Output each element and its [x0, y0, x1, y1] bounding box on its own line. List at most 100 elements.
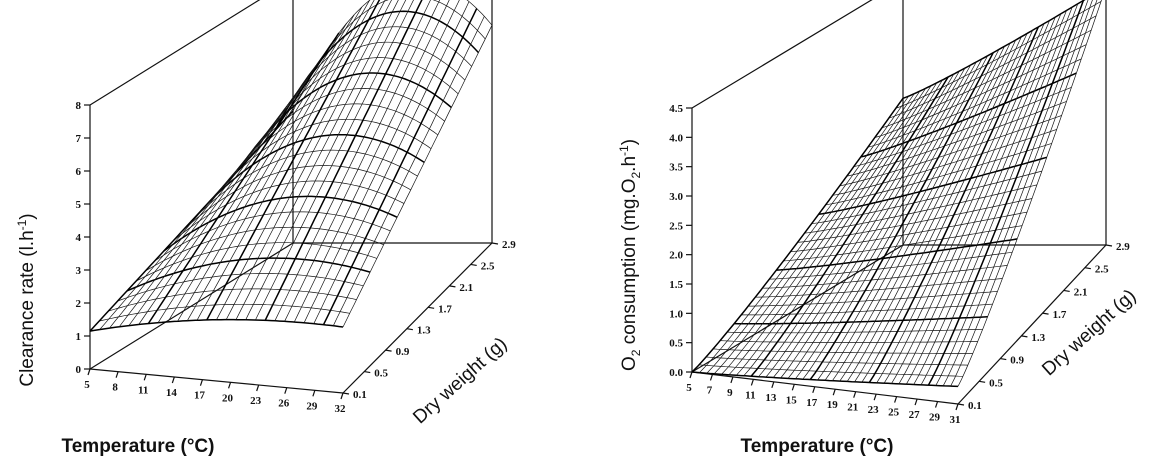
chart2-z-axis-title: O2 consumption (mg.O2.h-1) [617, 139, 643, 371]
c2-y-tick-label: 1.3 [1031, 332, 1045, 344]
c1-y-tick-mark [406, 328, 413, 331]
c2-mesh-line-temperature [773, 67, 966, 378]
c2-x-tick-label: 13 [765, 392, 777, 404]
c2-mesh-line-temperature [839, 39, 1017, 382]
c2-mesh-line-temperature [913, 6, 1073, 385]
c2-x-tick-label: 7 [707, 384, 713, 396]
chart2-x-axis-title: Temperature (°C) [741, 436, 894, 457]
c1-frame-base-right [342, 242, 493, 394]
c1-mesh-line-temperature [303, 0, 460, 323]
c1-mesh-line-temperature [264, 0, 423, 321]
c1-x-tick-label: 5 [84, 379, 90, 391]
c1-mesh-line-temperature [322, 8, 478, 326]
c2-y-tick-mark [1105, 244, 1113, 247]
c1-mesh-line-temperature [245, 0, 407, 320]
c2-z-tick-label: 4.5 [669, 103, 683, 115]
c1-y-tick-mark [428, 306, 435, 309]
c2-frame-base-front [691, 371, 959, 405]
c2-mesh-line-temperature [854, 33, 1028, 382]
c2-mesh-line-temperature [817, 49, 1000, 381]
chart1-z-axis-title: Clearance rate (l.h-1) [15, 213, 38, 386]
c1-mesh-line-temperature [157, 23, 347, 323]
c1-x-tick-mark [199, 379, 204, 386]
c1-z-tick-label: 2 [76, 298, 82, 310]
c1-mesh-line-temperature [128, 54, 324, 326]
chart1-x-axis-title: Temperature (°C) [62, 436, 215, 457]
c2-frame-base-left [691, 244, 904, 373]
c1-mesh-line-temperature [313, 1, 470, 324]
c1-mesh-line-temperature [177, 6, 363, 322]
c1-mesh-line-temperature [284, 0, 441, 322]
c1-y-tick-label: 2.9 [502, 239, 516, 251]
c2-mesh-line-temperature [935, 0, 1089, 386]
c1-mesh-line-temperature [255, 0, 414, 321]
c1-z-tick-label: 5 [76, 199, 82, 211]
c2-mesh-line-temperature [824, 46, 1005, 381]
c1-frame-base-front [89, 368, 344, 394]
c2-y-tick-label: 2.1 [1074, 286, 1088, 298]
c2-mesh-line-temperature [950, 0, 1098, 387]
c2-z-tick-label: 3.5 [669, 162, 683, 174]
c2-y-tick-mark [1084, 267, 1091, 270]
c2-mesh-line-temperature [891, 16, 1056, 384]
c2-z-tick-label: 2.5 [669, 220, 683, 232]
c2-y-tick-label: 2.5 [1095, 264, 1109, 276]
c2-x-tick-mark [689, 371, 693, 379]
c2-x-tick-mark [914, 398, 918, 406]
c1-z-tick-label: 0 [76, 364, 82, 376]
c1-mesh-line-temperature [332, 16, 485, 326]
c2-mesh-line-temperature [927, 0, 1085, 386]
c2-x-tick-mark [934, 401, 939, 408]
c1-x-tick-label: 20 [222, 392, 234, 404]
c2-x-tick-mark [791, 384, 795, 391]
c2-mesh-line-temperature [765, 70, 960, 378]
c1-mesh-line-temperature [342, 25, 493, 328]
c1-mesh-line-weight [283, 0, 486, 122]
c2-z-tick-label: 3.0 [669, 191, 683, 203]
c2-z-tick-label: 2.0 [669, 250, 683, 262]
c1-mesh-line-temperature [206, 0, 381, 321]
c2-z-tick-label: 1.0 [669, 308, 683, 320]
chart1-x-ticks: 5 8 11 14 17 20 23 26 29 32 [84, 368, 346, 415]
c2-y-tick-label: 0.5 [989, 377, 1003, 389]
c2-mesh-line-temperature [736, 82, 938, 376]
c1-mesh-line-temperature [147, 32, 340, 324]
c2-z-tick-label: 4.0 [669, 132, 683, 144]
c2-x-tick-mark [709, 374, 714, 381]
c2-x-tick-mark [750, 379, 754, 386]
chart1-surface-mesh [89, 0, 493, 332]
c1-mesh-line-temperature [235, 0, 399, 320]
c1-mesh-line-weight [99, 303, 350, 322]
c2-mesh-line-temperature [758, 73, 955, 377]
c2-mesh-line-temperature [780, 64, 972, 379]
c1-x-tick-mark [143, 374, 147, 381]
c2-mesh-line-temperature [846, 36, 1022, 382]
c2-x-tick-label: 27 [909, 409, 921, 421]
c1-mesh-line-temperature [89, 110, 294, 332]
c2-mesh-line-temperature [802, 55, 988, 380]
c1-mesh-line-temperature [186, 0, 370, 321]
c1-mesh-line-temperature [225, 0, 392, 320]
c1-y-tick-label: 0.5 [374, 368, 388, 380]
c2-y-tick-label: 0.9 [1010, 355, 1024, 367]
chart2-y-ticks: 0.1 0.5 0.9 1.3 1.7 2.1 2.5 2.9 [957, 241, 1130, 412]
c2-x-tick-label: 21 [847, 402, 858, 414]
c1-y-tick-mark [364, 370, 371, 374]
c2-mesh-line-weight [748, 291, 998, 307]
chart2-surface-mesh [691, 0, 1102, 388]
c1-mesh-line-weight [126, 257, 371, 292]
c2-z-tick-label: 1.5 [669, 279, 683, 291]
c2-mesh-line-temperature [920, 3, 1079, 385]
c2-x-tick-mark [955, 403, 959, 411]
c2-x-tick-mark [730, 376, 734, 384]
c1-y-tick-label: 0.1 [353, 389, 367, 401]
c2-x-tick-label: 23 [868, 404, 880, 416]
c1-y-tick-mark [491, 242, 499, 245]
c2-y-tick-label: 0.1 [968, 400, 982, 412]
c2-x-tick-mark [873, 393, 877, 401]
c2-x-tick-label: 9 [727, 387, 733, 399]
c1-z-tick-label: 7 [76, 133, 82, 145]
c1-x-tick-label: 26 [278, 398, 290, 410]
c1-y-tick-label: 1.3 [417, 325, 431, 337]
